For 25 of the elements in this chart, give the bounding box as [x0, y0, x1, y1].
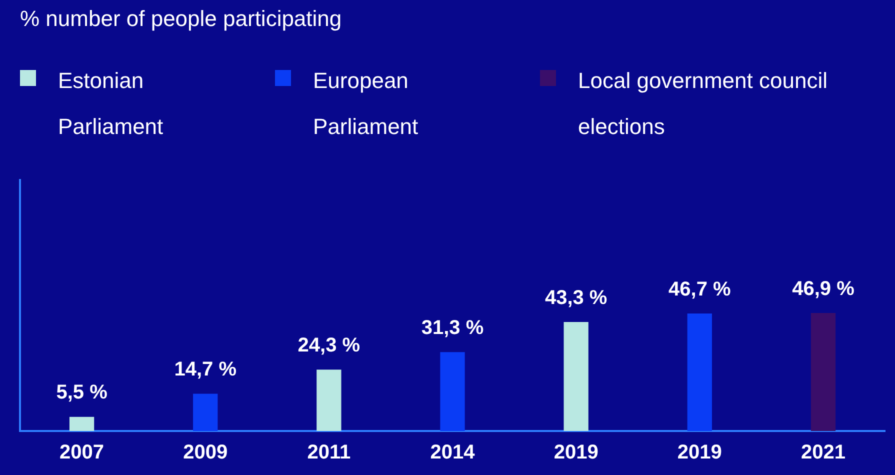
data-label: 46,9 % — [792, 278, 855, 300]
x-tick-label: 2019 — [554, 442, 598, 464]
chart-title: % number of people participating — [20, 6, 342, 32]
data-label: 31,3 % — [421, 316, 484, 339]
bar — [564, 322, 588, 431]
x-tick-label: 2007 — [60, 442, 104, 464]
bar — [440, 352, 465, 431]
legend-label: Estonian Parliament — [58, 67, 164, 141]
data-label: 5,5 % — [56, 382, 108, 404]
data-label: 46,7 % — [668, 278, 731, 300]
bar — [316, 370, 342, 431]
x-tick-label: 2009 — [183, 442, 228, 464]
x-tick-label: 2021 — [800, 442, 846, 464]
bar — [69, 416, 94, 431]
x-tick-label: 2019 — [677, 442, 722, 464]
data-label: 14,7 % — [174, 358, 237, 381]
bar — [193, 394, 218, 431]
x-tick-label: 2011 — [307, 442, 351, 464]
bar — [810, 312, 836, 431]
legend-label: Local government council elections — [578, 67, 828, 141]
bar — [687, 313, 712, 431]
data-label: 24,3 % — [298, 334, 360, 357]
legend-label: European Parliament — [313, 67, 420, 141]
x-tick-label: 2014 — [430, 442, 476, 464]
data-label: 43,3 % — [544, 286, 608, 309]
